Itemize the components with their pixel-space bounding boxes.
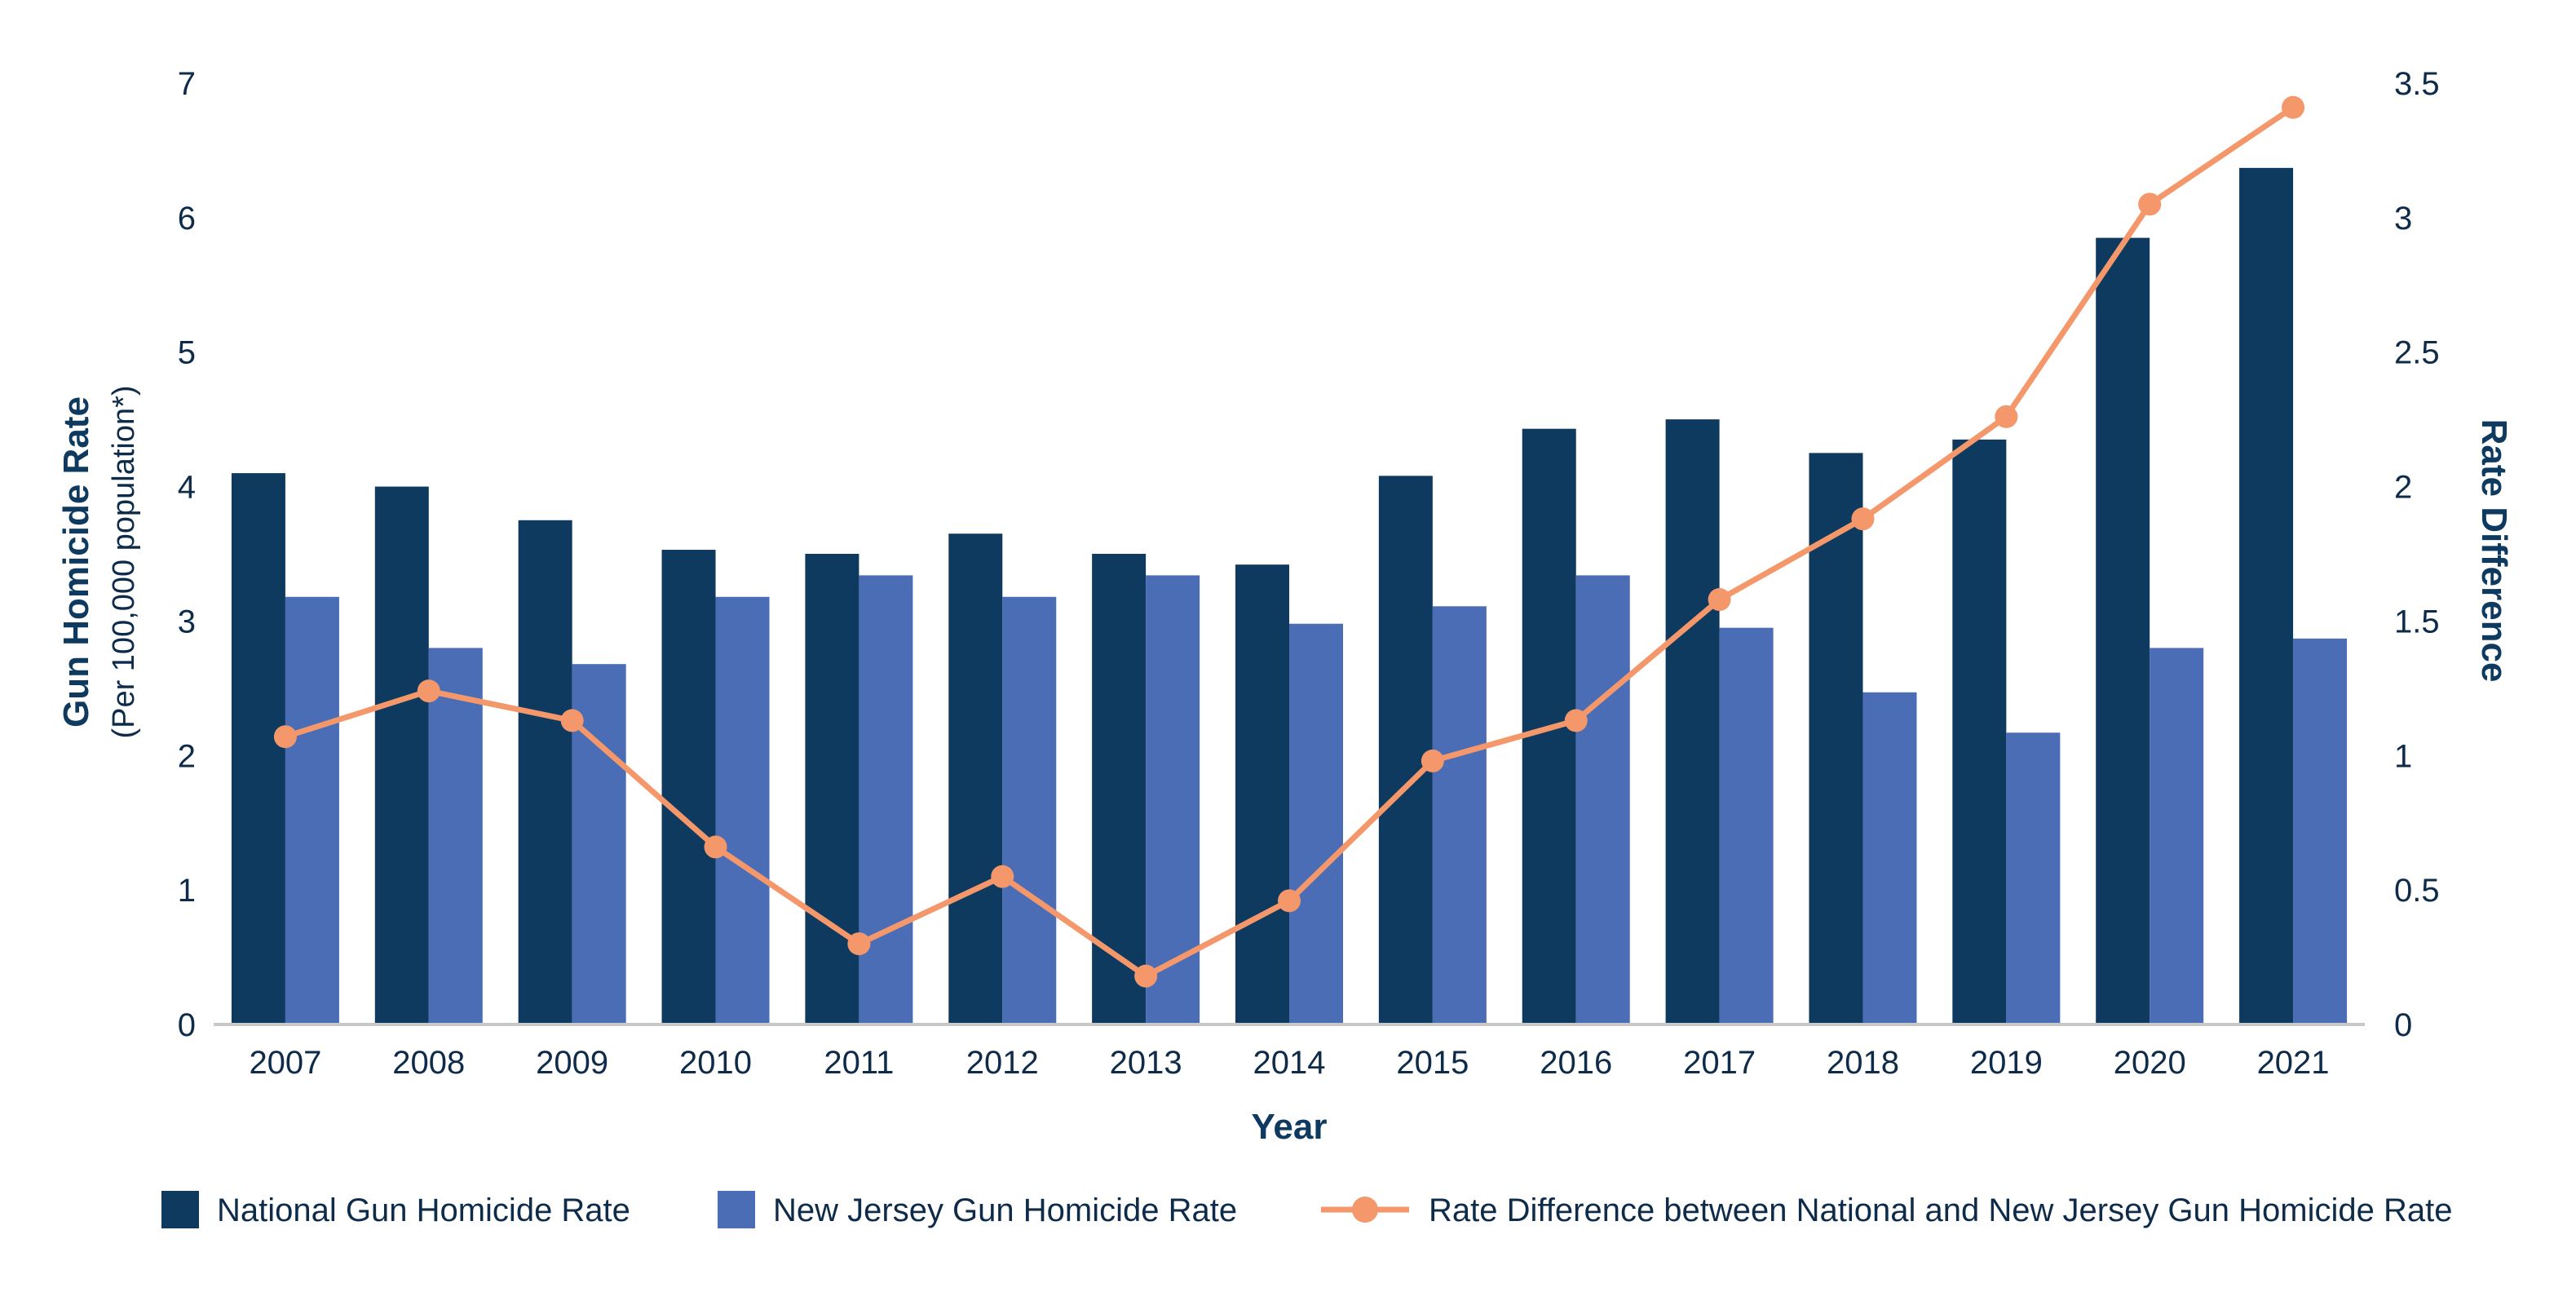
- left-axis-ticks: 0 1 2 3 4 5 6 7: [178, 66, 196, 1043]
- left-tick-label: 5: [178, 335, 196, 371]
- bar-national: [948, 533, 1003, 1024]
- bar-new-jersey: [1289, 623, 1343, 1024]
- legend-label-new-jersey: New Jersey Gun Homicide Rate: [773, 1192, 1237, 1228]
- legend: National Gun Homicide Rate New Jersey Gu…: [161, 1191, 2452, 1228]
- legend-swatch-new-jersey: [718, 1191, 755, 1228]
- bar-national: [1665, 419, 1720, 1024]
- bar-new-jersey: [285, 596, 339, 1024]
- right-tick-label: 2.5: [2394, 335, 2440, 371]
- x-tick-label: 2010: [679, 1045, 752, 1081]
- bar-national: [661, 550, 716, 1024]
- bar-new-jersey: [715, 596, 770, 1024]
- y-axis-title: Gun Homicide Rate: [56, 396, 96, 728]
- bar-national: [805, 554, 859, 1024]
- x-tick-label: 2007: [249, 1045, 321, 1081]
- bar-new-jersey: [2293, 638, 2348, 1024]
- x-tick-label: 2021: [2257, 1045, 2330, 1081]
- left-tick-label: 7: [178, 66, 196, 102]
- difference-point: [1708, 588, 1731, 612]
- difference-point: [560, 709, 584, 732]
- left-tick-label: 3: [178, 604, 196, 639]
- bar-national: [1809, 453, 1863, 1024]
- right-tick-label: 2: [2394, 470, 2412, 506]
- bar-new-jersey: [1432, 606, 1487, 1024]
- right-tick-label: 0.5: [2394, 873, 2440, 909]
- x-tick-label: 2020: [2114, 1045, 2186, 1081]
- bar-national: [2239, 167, 2294, 1025]
- bar-new-jersey: [1862, 692, 1917, 1024]
- bar-national: [1378, 476, 1433, 1024]
- difference-point: [417, 679, 440, 703]
- bar-national: [1092, 554, 1147, 1024]
- bar-national: [2096, 237, 2150, 1025]
- x-tick-label: 2017: [1683, 1045, 1756, 1081]
- legend-swatch-difference-marker: [1352, 1197, 1378, 1223]
- difference-point: [2138, 192, 2162, 216]
- bar-national: [231, 473, 285, 1024]
- bar-new-jersey: [2150, 648, 2204, 1024]
- x-tick-label: 2008: [392, 1045, 465, 1081]
- legend-label-national: National Gun Homicide Rate: [217, 1192, 630, 1228]
- bar-new-jersey: [1002, 596, 1057, 1024]
- bars: [231, 167, 2348, 1025]
- y-axis-subtitle: (Per 100,000 population*): [107, 385, 141, 738]
- difference-point: [1564, 709, 1588, 732]
- right-tick-label: 1: [2394, 738, 2412, 774]
- x-tick-label: 2011: [824, 1045, 894, 1081]
- right-tick-label: 3.5: [2394, 66, 2440, 102]
- bar-new-jersey: [428, 648, 483, 1024]
- difference-point: [1851, 507, 1875, 531]
- x-tick-label: 2014: [1253, 1045, 1326, 1081]
- x-tick-label: 2015: [1396, 1045, 1469, 1081]
- difference-point: [1995, 405, 2018, 428]
- left-tick-label: 0: [178, 1007, 196, 1043]
- right-axis-ticks: 0 0.5 1 1.5 2 2.5 3 3.5: [2394, 66, 2440, 1043]
- difference-point: [704, 835, 727, 859]
- difference-point: [1134, 964, 1158, 988]
- difference-line-series: [273, 95, 2305, 988]
- bar-new-jersey: [859, 575, 913, 1024]
- right-axis-title: Rate Difference: [2474, 419, 2514, 683]
- x-axis-ticks: 2007 2008 2009 2010 2011 2012 2013 2014 2015 2016…: [249, 1045, 2329, 1081]
- right-tick-label: 0: [2394, 1007, 2412, 1043]
- x-tick-label: 2009: [536, 1045, 608, 1081]
- bar-new-jersey: [1146, 575, 1200, 1024]
- bar-national: [1235, 564, 1289, 1024]
- bar-national: [518, 520, 572, 1024]
- difference-point: [2282, 95, 2305, 119]
- bar-new-jersey: [1719, 627, 1774, 1024]
- bar-national: [374, 486, 429, 1024]
- left-tick-label: 1: [178, 873, 196, 909]
- difference-point: [1278, 889, 1301, 913]
- difference-point: [1421, 749, 1444, 772]
- legend-swatch-national: [161, 1191, 199, 1228]
- right-tick-label: 3: [2394, 201, 2412, 237]
- x-tick-label: 2012: [966, 1045, 1039, 1081]
- left-tick-label: 6: [178, 201, 196, 237]
- x-tick-label: 2016: [1540, 1045, 1612, 1081]
- left-tick-label: 4: [178, 470, 196, 506]
- x-tick-label: 2019: [1970, 1045, 2043, 1081]
- difference-point: [991, 865, 1014, 888]
- right-tick-label: 1.5: [2394, 604, 2440, 639]
- bar-national: [1952, 439, 2007, 1024]
- x-tick-label: 2013: [1110, 1045, 1182, 1081]
- bar-new-jersey: [2006, 732, 2061, 1024]
- difference-point: [847, 932, 871, 956]
- x-axis-title: Year: [1252, 1107, 1328, 1147]
- legend-label-difference: Rate Difference between National and New…: [1429, 1192, 2452, 1228]
- left-tick-label: 2: [178, 738, 196, 774]
- x-tick-label: 2018: [1827, 1045, 1899, 1081]
- bar-new-jersey: [1575, 575, 1630, 1024]
- difference-point: [273, 725, 297, 749]
